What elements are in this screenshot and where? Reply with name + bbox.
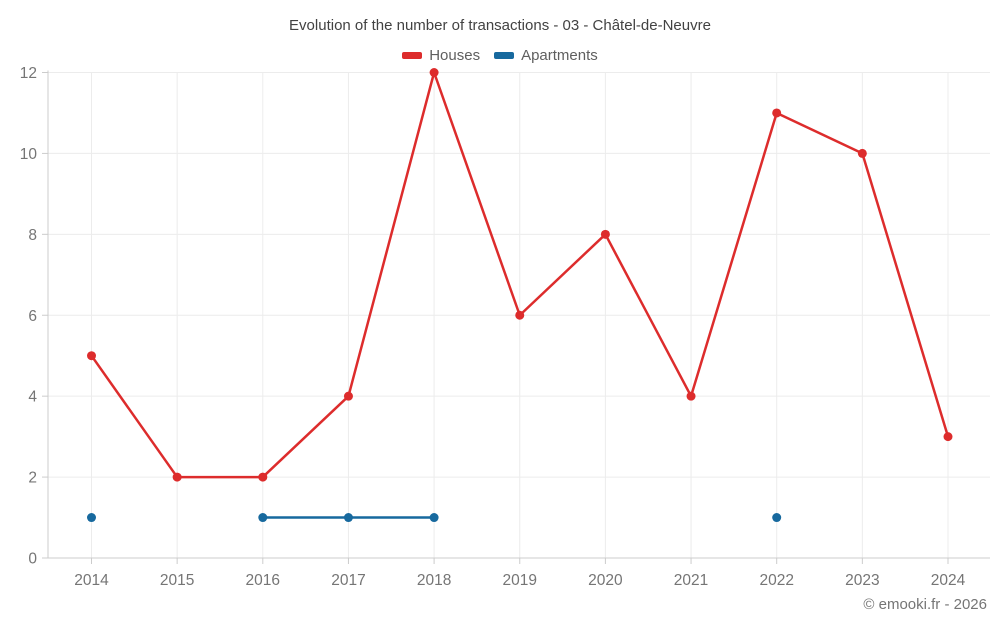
x-tick-label: 2021 [674,572,708,589]
houses-data-point [857,148,867,158]
y-tick-label: 0 [28,551,37,568]
houses-line-segment [261,394,350,479]
legend-swatch-apartments [494,52,515,59]
houses-line-segment [689,111,778,398]
x-tick-label: 2017 [331,572,365,589]
houses-data-point [172,472,182,482]
legend-item-apartments[interactable]: Apartments [494,47,598,64]
chart-title: Evolution of the number of transactions … [289,17,711,34]
houses-line-segment [604,233,693,398]
chart-legend: Houses Apartments [0,47,1000,64]
houses-line-segment [90,354,179,479]
y-tick-label: 10 [20,146,38,163]
houses-data-point [87,351,96,361]
apartments-data-point [429,513,439,523]
y-tick-label: 4 [28,389,37,406]
apartments-data-point [87,513,96,523]
houses-data-point [258,472,268,482]
houses-data-point [772,108,782,118]
legend-item-houses[interactable]: Houses [402,47,480,64]
legend-label: Houses [429,47,481,64]
x-tick-label: 2020 [588,572,623,589]
houses-data-point [686,391,696,401]
x-tick-label: 2016 [246,572,280,589]
houses-line-segment [432,71,521,317]
houses-line-segment [347,71,436,398]
houses-data-point [343,391,353,401]
x-tick-label: 2023 [845,572,879,589]
houses-line-segment [775,111,864,155]
houses-data-point [429,68,439,77]
legend-swatch-houses [402,52,423,59]
apartments-data-point [258,513,268,523]
x-tick-label: 2022 [759,572,793,589]
x-tick-label: 2019 [503,572,537,589]
x-tick-label: 2014 [74,572,109,589]
apartments-data-point [343,513,353,523]
x-tick-label: 2024 [931,572,966,589]
apartments-data-point [772,513,782,523]
y-tick-label: 8 [28,227,37,244]
y-tick-label: 2 [28,470,37,487]
y-tick-label: 12 [20,65,37,82]
houses-data-point [515,310,525,320]
y-tick-label: 6 [28,308,37,325]
watermark-credit: © emooki.fr - 2026 [863,596,987,613]
legend-label: Apartments [521,47,598,64]
houses-data-point [943,432,953,442]
houses-data-point [600,229,610,239]
houses-line-segment [518,233,607,317]
houses-line-segment [861,152,950,438]
x-tick-label: 2018 [417,572,451,589]
x-tick-label: 2015 [160,572,194,589]
